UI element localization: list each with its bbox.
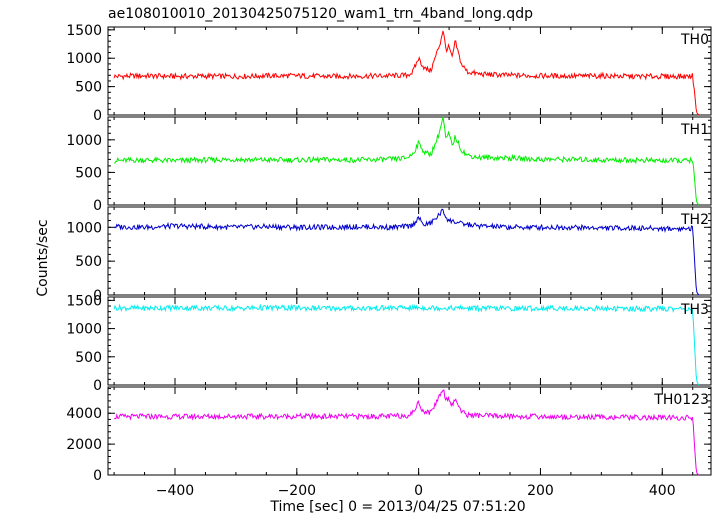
series-line-th1 — [113, 116, 700, 206]
x-tick-label: 0 — [414, 483, 423, 499]
panel-label: TH3 — [680, 302, 709, 318]
panel-frame — [107, 116, 712, 206]
y-tick-label: 1000 — [66, 133, 102, 149]
y-tick-label: 0 — [93, 468, 102, 484]
panel-th0123: 0 2000 4000 TH0123 −400 −200 0 200 400 — [66, 386, 712, 499]
y-tick-label: 2000 — [66, 437, 102, 453]
y-tick-label: 0 — [93, 198, 102, 214]
panel-frame — [107, 296, 712, 386]
panel-th3: 0 500 1000 1500 TH3 — [66, 293, 712, 394]
chart-title: ae108010010_20130425075120_wam1_trn_4ban… — [108, 6, 533, 22]
x-tick-label: −200 — [278, 483, 316, 499]
x-axis-label: Time [sec] 0 = 2013/04/25 07:51:20 — [269, 499, 525, 515]
y-tick-label: 0 — [93, 288, 102, 304]
panel-label: TH0123 — [653, 392, 709, 408]
panel-frame — [107, 26, 712, 116]
x-tick-label: 200 — [527, 483, 554, 499]
panel-label: TH1 — [680, 122, 709, 138]
x-tick-label: −400 — [156, 483, 194, 499]
y-tick-label: 0 — [93, 108, 102, 124]
panel-label: TH2 — [680, 212, 709, 228]
y-tick-label: 500 — [75, 165, 102, 181]
series-line-th2 — [113, 208, 700, 296]
panel-label: TH0 — [680, 32, 709, 48]
y-tick-label: 1000 — [66, 322, 102, 338]
panel-frame — [107, 386, 712, 476]
panel-frame — [107, 206, 712, 296]
panels: 0 500 1000 1500 TH0 0 500 1000 TH1 0 500 1000 TH2 0 50… — [66, 23, 712, 499]
panel-th1: 0 500 1000 TH1 — [66, 116, 712, 214]
panel-th2: 0 500 1000 TH2 — [66, 206, 712, 304]
y-axis-label: Counts/sec — [35, 219, 51, 296]
x-tick-label: 400 — [649, 483, 676, 499]
y-tick-label: 500 — [75, 350, 102, 366]
y-tick-label: 4000 — [66, 406, 102, 422]
series-line-th0123 — [113, 389, 700, 476]
y-tick-label: 1500 — [66, 293, 102, 309]
panel-th0: 0 500 1000 1500 TH0 — [66, 23, 712, 124]
y-tick-label: 500 — [75, 80, 102, 96]
y-tick-label: 1000 — [66, 51, 102, 67]
y-tick-label: 500 — [75, 254, 102, 270]
series-line-th3 — [113, 303, 700, 386]
y-tick-label: 0 — [93, 378, 102, 394]
y-tick-label: 1500 — [66, 23, 102, 39]
y-tick-label: 1000 — [66, 220, 102, 236]
series-line-th0 — [113, 30, 700, 116]
